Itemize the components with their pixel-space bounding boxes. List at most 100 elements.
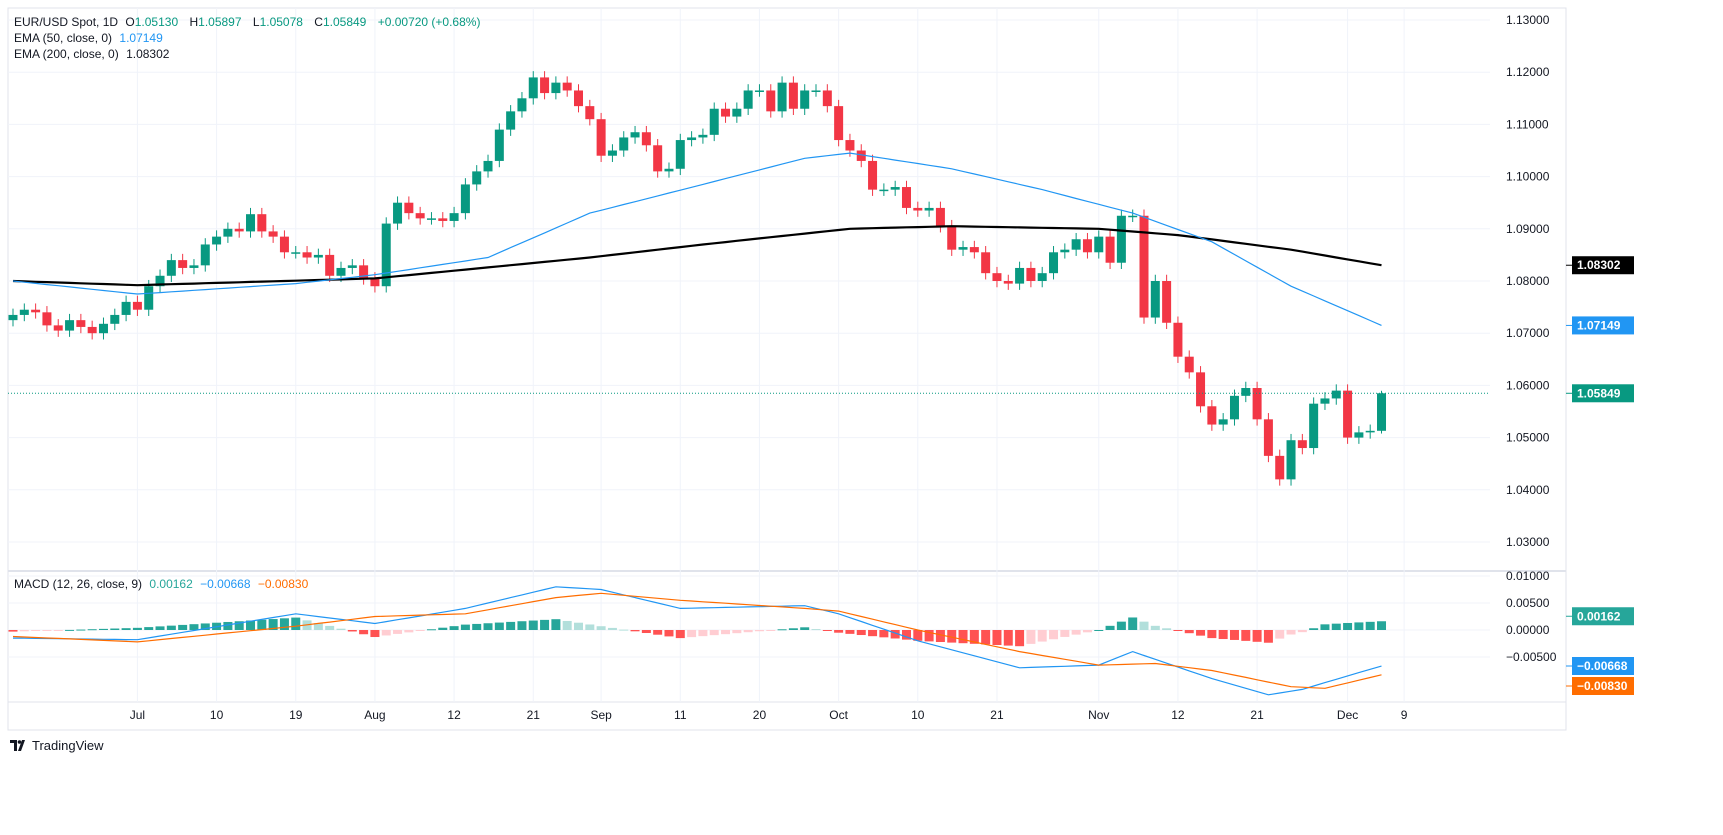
candle [1320,392,1330,410]
macd-hist-tag-bg [1572,607,1634,626]
candle [19,303,29,322]
ema50-value: 1.07149 [119,31,163,45]
macd-histogram-bar [721,630,731,635]
candle [1297,433,1307,455]
ema50-price-tag-bg [1572,316,1634,335]
macd-histogram-bar [868,630,878,637]
candle [1184,350,1194,379]
candle-body [347,265,357,268]
candle-body [630,132,640,138]
ema200-legend[interactable]: EMA (200, close, 0) 1.08302 [14,46,173,62]
price-tick-label: 1.03000 [1506,535,1550,549]
macd-histogram-bar [166,625,176,630]
candle-body [664,168,674,172]
macd-histogram-bar [1162,628,1172,630]
macd-histogram-bar [981,630,991,645]
candle [721,102,731,123]
macd-histogram-bar [65,629,75,631]
candle-body [562,82,572,91]
candle-body [494,129,504,161]
candle-body [415,213,425,219]
macd-histogram-bar [494,622,504,630]
macd-histogram-bar [1003,630,1013,646]
ema50-legend[interactable]: EMA (50, close, 0) 1.07149 [14,30,167,46]
macd-legend[interactable]: MACD (12, 26, close, 9) 0.00162 −0.00668… [14,576,312,592]
candle-body [426,218,436,220]
candle [777,76,787,118]
brand-name: TradingView [32,738,104,753]
candle [992,266,1002,288]
candle [1241,381,1251,403]
macd-histogram-bar [279,618,289,630]
candle-body [178,260,188,268]
price-tick-label: 1.09000 [1506,222,1550,236]
candle [766,84,776,118]
macd-histogram-bar [562,620,572,630]
tradingview-logo[interactable]: TradingView [10,738,104,753]
candle [178,253,188,275]
time-tick-label: Oct [829,708,848,722]
candle-body [901,187,911,208]
macd-histogram-bar [743,630,753,633]
macd-histogram-bar [8,630,18,632]
candle-body [381,223,391,287]
candle [426,212,436,225]
time-tick-label: 20 [753,708,767,722]
macd-histogram-bar [381,630,391,636]
candle [347,259,357,275]
candle-body [517,98,527,112]
candle-body [1229,395,1239,420]
open-value: 1.05130 [134,15,179,29]
macd-histogram-bar [1060,630,1070,637]
candle-body [834,106,844,141]
macd-histogram-bar [313,623,323,630]
macd-histogram-bar [76,629,86,631]
macd-histogram-bar [969,630,979,644]
candle-body [698,134,708,138]
macd-histogram-bar [460,624,470,630]
low-value: 1.05078 [259,15,303,29]
macd-histogram-bar [517,621,527,630]
candle [223,222,233,243]
candle [822,84,832,113]
candle-body [144,286,154,310]
macd-histogram-bar [834,630,844,633]
candle-body [53,325,63,331]
candle [1207,400,1217,431]
macd-histogram-bar [472,623,482,630]
candle [958,240,968,256]
macd-histogram-bar [1354,622,1364,630]
candle-body [845,140,855,151]
macd-histogram-bar [200,623,210,630]
candle-body [1377,393,1387,431]
macd-signal-tag-bg [1572,677,1634,695]
candle [913,201,923,217]
candle-body [98,323,108,334]
macd-histogram-bar [709,630,719,636]
candle [472,165,482,191]
candle-body [822,90,832,107]
candle [53,319,63,337]
price-tick-label: 1.06000 [1506,378,1550,392]
macd-histogram-bar [1015,630,1025,647]
candle [528,71,538,105]
macd-histogram-bar [1026,630,1036,644]
macd-histogram-bar [596,626,606,630]
candle [246,207,256,238]
candle [653,139,663,178]
candle-body [1286,440,1296,480]
candle-body [856,150,866,161]
macd-histogram-bar [800,627,810,630]
macd-histogram-bar [19,630,29,632]
candle-body [868,160,878,190]
candle-body [1252,388,1262,420]
candle-body [596,119,606,156]
candle [811,84,821,97]
candle [551,76,561,100]
candle [212,230,222,251]
macd-histogram-bar [574,622,583,630]
candle [698,128,708,144]
candle-body [132,301,142,310]
candle-body [585,106,595,120]
